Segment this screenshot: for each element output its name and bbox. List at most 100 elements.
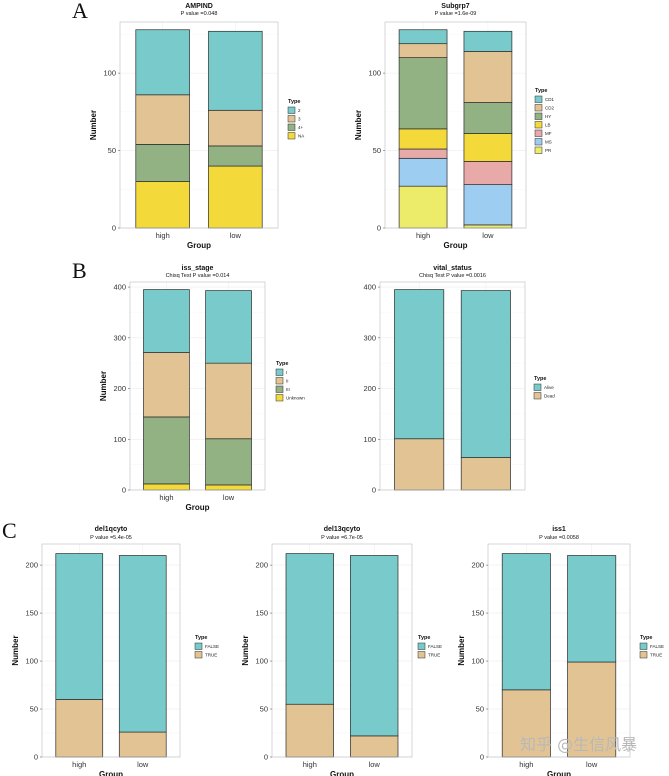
bar-segment-cd2-low bbox=[463, 51, 513, 103]
bar-segment-alive-bar1 bbox=[460, 290, 511, 458]
legend-swatch-true bbox=[417, 651, 426, 659]
chart-5: high low 0 50 100 150 200 del13qcyto P value =6.… bbox=[241, 526, 442, 776]
x-axis-label: Group bbox=[99, 770, 123, 776]
y-tick-label: 200 bbox=[363, 384, 376, 393]
bar-segment-i-high bbox=[143, 289, 190, 353]
plot-border bbox=[129, 281, 266, 491]
legend-swatch-false bbox=[194, 642, 203, 650]
y-tick-label: 0 bbox=[377, 224, 381, 233]
bar-segment-2-high bbox=[135, 29, 190, 96]
bar-segment-mf-low bbox=[463, 161, 513, 185]
chart-title: iss1 bbox=[552, 526, 566, 533]
legend-label: TRUE bbox=[205, 653, 217, 658]
legend-label: CD1 bbox=[545, 97, 554, 102]
bar-segment-lb-low bbox=[463, 133, 513, 162]
bar-segment-ms-high bbox=[398, 157, 448, 187]
y-axis-label: Number bbox=[354, 110, 363, 140]
bar-segment-unknown-high bbox=[143, 483, 190, 491]
legend-swatch-2 bbox=[287, 106, 296, 114]
bar-segment-unknown-low bbox=[205, 484, 252, 491]
legend-label: II bbox=[286, 379, 289, 384]
chart-title: del1qcyto bbox=[95, 526, 128, 533]
legend-swatch-ii bbox=[275, 377, 284, 385]
legend-label: TRUE bbox=[428, 653, 440, 658]
y-tick-label: 150 bbox=[471, 609, 484, 618]
chart-title: Subgrp7 bbox=[441, 3, 469, 10]
bar-segment-cd2-high bbox=[398, 43, 448, 58]
legend-swatch-hy bbox=[534, 112, 543, 120]
legend-swatch-true bbox=[194, 651, 203, 659]
legend-label: Unknown bbox=[286, 396, 305, 401]
x-tick-label: high bbox=[519, 760, 533, 769]
chart-subtitle: P value =1.6e-09 bbox=[435, 11, 477, 17]
y-tick-label: 50 bbox=[373, 146, 381, 155]
bar-segment-true-high bbox=[501, 689, 551, 758]
plot-border bbox=[119, 21, 279, 229]
y-tick-label: 0 bbox=[372, 486, 376, 495]
plot-border bbox=[379, 281, 526, 491]
chart-subtitle: P value =5.4e-05 bbox=[90, 535, 132, 541]
y-tick-label: 0 bbox=[122, 486, 126, 495]
legend-swatch-true bbox=[639, 651, 648, 659]
bar-segment-dead-bar0 bbox=[394, 438, 445, 491]
x-axis-label: Group bbox=[186, 503, 210, 512]
legend-label: I bbox=[286, 370, 287, 375]
y-tick-label: 150 bbox=[255, 609, 268, 618]
legend-label: MF bbox=[545, 131, 552, 136]
bar-segment-false-high bbox=[55, 553, 104, 700]
y-axis-label: Number bbox=[89, 110, 98, 140]
y-tick-label: 400 bbox=[363, 283, 376, 292]
bar-segment-alive-bar0 bbox=[394, 289, 445, 440]
legend-label: 4+ bbox=[298, 125, 304, 130]
bar-segment-pr-high bbox=[398, 185, 448, 229]
panel-label-b: B bbox=[72, 258, 87, 283]
y-tick-label: 200 bbox=[25, 561, 38, 570]
bar-segment-3-high bbox=[135, 94, 190, 145]
legend-label: 3 bbox=[298, 117, 301, 122]
chart-title: iss_stage bbox=[182, 265, 214, 272]
chart-subtitle: P value =0.0058 bbox=[539, 535, 579, 541]
x-tick-label: high bbox=[156, 231, 170, 240]
bar-segment-iii-low bbox=[205, 438, 252, 486]
legend-label: 2 bbox=[298, 108, 301, 113]
y-tick-label: 200 bbox=[113, 384, 126, 393]
y-tick-label: 0 bbox=[112, 224, 116, 233]
bar-segment-true-low bbox=[567, 661, 617, 758]
x-tick-label: low bbox=[586, 760, 598, 769]
x-tick-label: high bbox=[303, 760, 317, 769]
x-tick-label: low bbox=[223, 493, 235, 502]
bar-segment-2-low bbox=[208, 30, 263, 111]
panel-label-c: C bbox=[2, 518, 17, 543]
bar-segment-false-high bbox=[501, 553, 551, 691]
legend-swatch-i bbox=[275, 368, 284, 376]
legend-label: HY bbox=[545, 114, 551, 119]
x-tick-label: high bbox=[72, 760, 86, 769]
bar-segment-iii-high bbox=[143, 416, 190, 485]
y-tick-label: 50 bbox=[260, 705, 268, 714]
bar-segment-false-low bbox=[567, 555, 617, 663]
legend-label: FALSE bbox=[428, 644, 442, 649]
legend-label: CD2 bbox=[545, 106, 554, 111]
plot-border bbox=[271, 543, 413, 758]
y-axis-label: Number bbox=[241, 635, 250, 665]
y-tick-label: 200 bbox=[471, 561, 484, 570]
y-tick-label: 50 bbox=[476, 705, 484, 714]
y-tick-label: 100 bbox=[25, 657, 38, 666]
bar-segment-i-low bbox=[205, 290, 252, 364]
legend-swatch-4+ bbox=[287, 123, 296, 131]
legend-swatch-cd1 bbox=[534, 95, 543, 103]
bar-segment-hy-high bbox=[398, 57, 448, 130]
y-axis-label: Number bbox=[457, 635, 466, 665]
legend-swatch-3 bbox=[287, 115, 296, 123]
legend-swatch-pr bbox=[534, 146, 543, 154]
x-tick-label: high bbox=[416, 231, 430, 240]
x-axis-label: Group bbox=[330, 770, 354, 776]
bar-segment-false-high bbox=[285, 553, 334, 705]
bar-segment-4+-high bbox=[135, 144, 190, 182]
legend-label: FALSE bbox=[205, 644, 219, 649]
y-tick-label: 100 bbox=[368, 69, 381, 78]
legend-label: Alive bbox=[544, 385, 554, 390]
